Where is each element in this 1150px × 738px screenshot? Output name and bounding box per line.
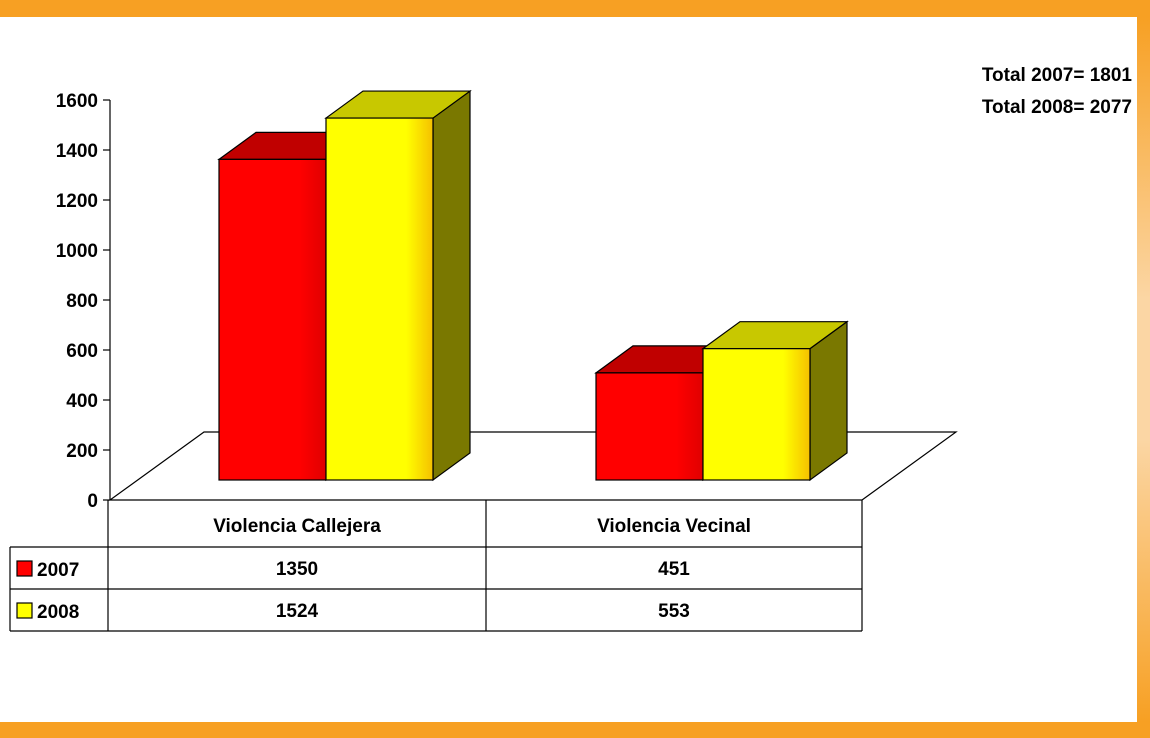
data-label: 451 [658, 559, 690, 580]
y-tick-label: 1200 [56, 191, 98, 212]
y-tick-label: 1000 [56, 241, 98, 262]
bottom-frame-bar [0, 722, 1150, 738]
total-2008-label: Total 2008= 2077 [981, 97, 1132, 118]
category-label: Violencia Vecinal [597, 516, 751, 537]
totals-annotation: Total 2007= 1801 Total 2008= 2077 [982, 60, 1132, 124]
data-label: 1350 [276, 559, 318, 580]
y-axis: 0 200 400 600 800 1000 1200 1400 1600 [56, 91, 111, 512]
y-tick-label: 0 [87, 491, 98, 512]
legend-swatch-2008 [16, 602, 33, 619]
bar-front-face [218, 158, 327, 481]
y-tick-label: 600 [66, 341, 98, 362]
floor-plane [108, 431, 958, 501]
y-tick-label: 200 [66, 441, 98, 462]
total-2007-label: Total 2007= 1801 [981, 65, 1132, 86]
bar-2008-vecinal [701, 320, 849, 482]
y-tick-label: 800 [66, 291, 98, 312]
legend-label-2008: 2008 [37, 602, 79, 623]
right-frame-bar [1137, 17, 1150, 722]
bar-front-face [595, 372, 704, 481]
y-tick-label: 400 [66, 391, 98, 412]
y-tick-label: 1400 [56, 141, 98, 162]
category-label: Violencia Callejera [213, 516, 381, 537]
bar-2008-callejera [324, 89, 472, 482]
bar-front-face [325, 117, 434, 481]
chart-floor [108, 431, 958, 501]
top-frame-bar [0, 0, 1150, 17]
data-table: Violencia Callejera Violencia Vecinal 2007… [9, 500, 863, 632]
legend-swatch-2007 [16, 560, 33, 577]
legend-label-2007: 2007 [37, 560, 79, 581]
data-label: 1524 [276, 601, 319, 622]
bar-side-face [809, 320, 848, 482]
bar-side-face [432, 89, 471, 482]
bars-group [217, 89, 849, 482]
y-tick-label: 1600 [56, 91, 98, 112]
data-label: 553 [658, 601, 690, 622]
bar-front-face [702, 348, 811, 481]
